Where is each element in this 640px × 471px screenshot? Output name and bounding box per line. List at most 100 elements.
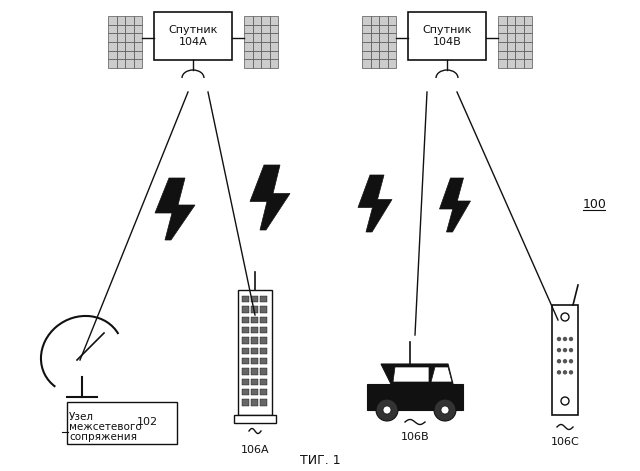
Bar (362, 59, 371, 68)
Polygon shape (358, 175, 392, 232)
Bar (506, 24, 515, 33)
Bar (253, 42, 261, 51)
Bar (367, 384, 463, 410)
Bar (243, 327, 249, 333)
Bar (498, 59, 506, 68)
Polygon shape (381, 364, 453, 384)
Bar (116, 51, 125, 59)
Bar (506, 59, 515, 68)
Bar (371, 42, 379, 51)
Bar (244, 24, 253, 33)
Text: межсетевого: межсетевого (69, 422, 141, 432)
Bar (387, 16, 396, 24)
Bar (243, 296, 249, 302)
Bar (260, 379, 267, 385)
Bar (125, 33, 134, 42)
Text: Спутник
104В: Спутник 104В (422, 25, 472, 47)
Bar (387, 33, 396, 42)
Bar (260, 389, 267, 395)
Bar (552, 305, 578, 415)
Bar (269, 59, 278, 68)
Bar (515, 24, 524, 33)
Bar (116, 24, 125, 33)
Bar (238, 290, 272, 415)
Bar (506, 16, 515, 24)
Circle shape (563, 371, 566, 374)
Bar (252, 358, 258, 365)
Bar (252, 348, 258, 354)
Polygon shape (440, 178, 470, 232)
Bar (498, 51, 506, 59)
Bar (379, 42, 387, 51)
Bar (269, 24, 278, 33)
Bar (524, 42, 532, 51)
Bar (362, 24, 371, 33)
Bar (387, 59, 396, 68)
Bar (243, 348, 249, 354)
Bar (252, 337, 258, 344)
Bar (244, 16, 253, 24)
Bar (506, 33, 515, 42)
Bar (244, 51, 253, 59)
Bar (116, 33, 125, 42)
Bar (506, 42, 515, 51)
Bar (108, 16, 116, 24)
Circle shape (434, 399, 456, 421)
Bar (116, 42, 125, 51)
Bar (252, 306, 258, 313)
Circle shape (570, 338, 573, 341)
Bar (260, 337, 267, 344)
Bar (371, 33, 379, 42)
Bar (67, 402, 177, 444)
Circle shape (557, 360, 561, 363)
Bar (125, 24, 134, 33)
Text: Спутник
104А: Спутник 104А (168, 25, 218, 47)
Bar (134, 42, 142, 51)
Text: 106В: 106В (401, 432, 429, 442)
Circle shape (557, 349, 561, 352)
Bar (253, 16, 261, 24)
Polygon shape (431, 367, 452, 382)
Polygon shape (155, 178, 195, 240)
Text: ΤИГ. 1: ΤИГ. 1 (300, 454, 340, 466)
Bar (252, 317, 258, 323)
Bar (269, 51, 278, 59)
Bar (243, 389, 249, 395)
Text: 106С: 106С (550, 437, 579, 447)
Bar (252, 389, 258, 395)
Bar (125, 42, 134, 51)
Bar (260, 296, 267, 302)
Bar (243, 368, 249, 374)
Bar (253, 33, 261, 42)
Bar (498, 33, 506, 42)
Text: 106А: 106А (241, 445, 269, 455)
Bar (261, 16, 269, 24)
Bar (515, 59, 524, 68)
Bar (125, 16, 134, 24)
Bar (244, 33, 253, 42)
Bar (260, 306, 267, 313)
Bar (379, 24, 387, 33)
Bar (260, 358, 267, 365)
Bar (108, 59, 116, 68)
Circle shape (563, 338, 566, 341)
Bar (108, 33, 116, 42)
Bar (371, 51, 379, 59)
Bar (154, 12, 232, 60)
Bar (515, 33, 524, 42)
Bar (243, 317, 249, 323)
Bar (260, 327, 267, 333)
Bar (243, 337, 249, 344)
Bar (243, 399, 249, 406)
Bar (362, 33, 371, 42)
Bar (524, 59, 532, 68)
Text: сопряжения: сопряжения (69, 432, 137, 442)
Circle shape (561, 397, 569, 405)
Circle shape (441, 406, 449, 414)
Bar (252, 296, 258, 302)
Bar (362, 42, 371, 51)
Bar (261, 42, 269, 51)
Bar (379, 51, 387, 59)
Bar (379, 59, 387, 68)
Bar (387, 24, 396, 33)
